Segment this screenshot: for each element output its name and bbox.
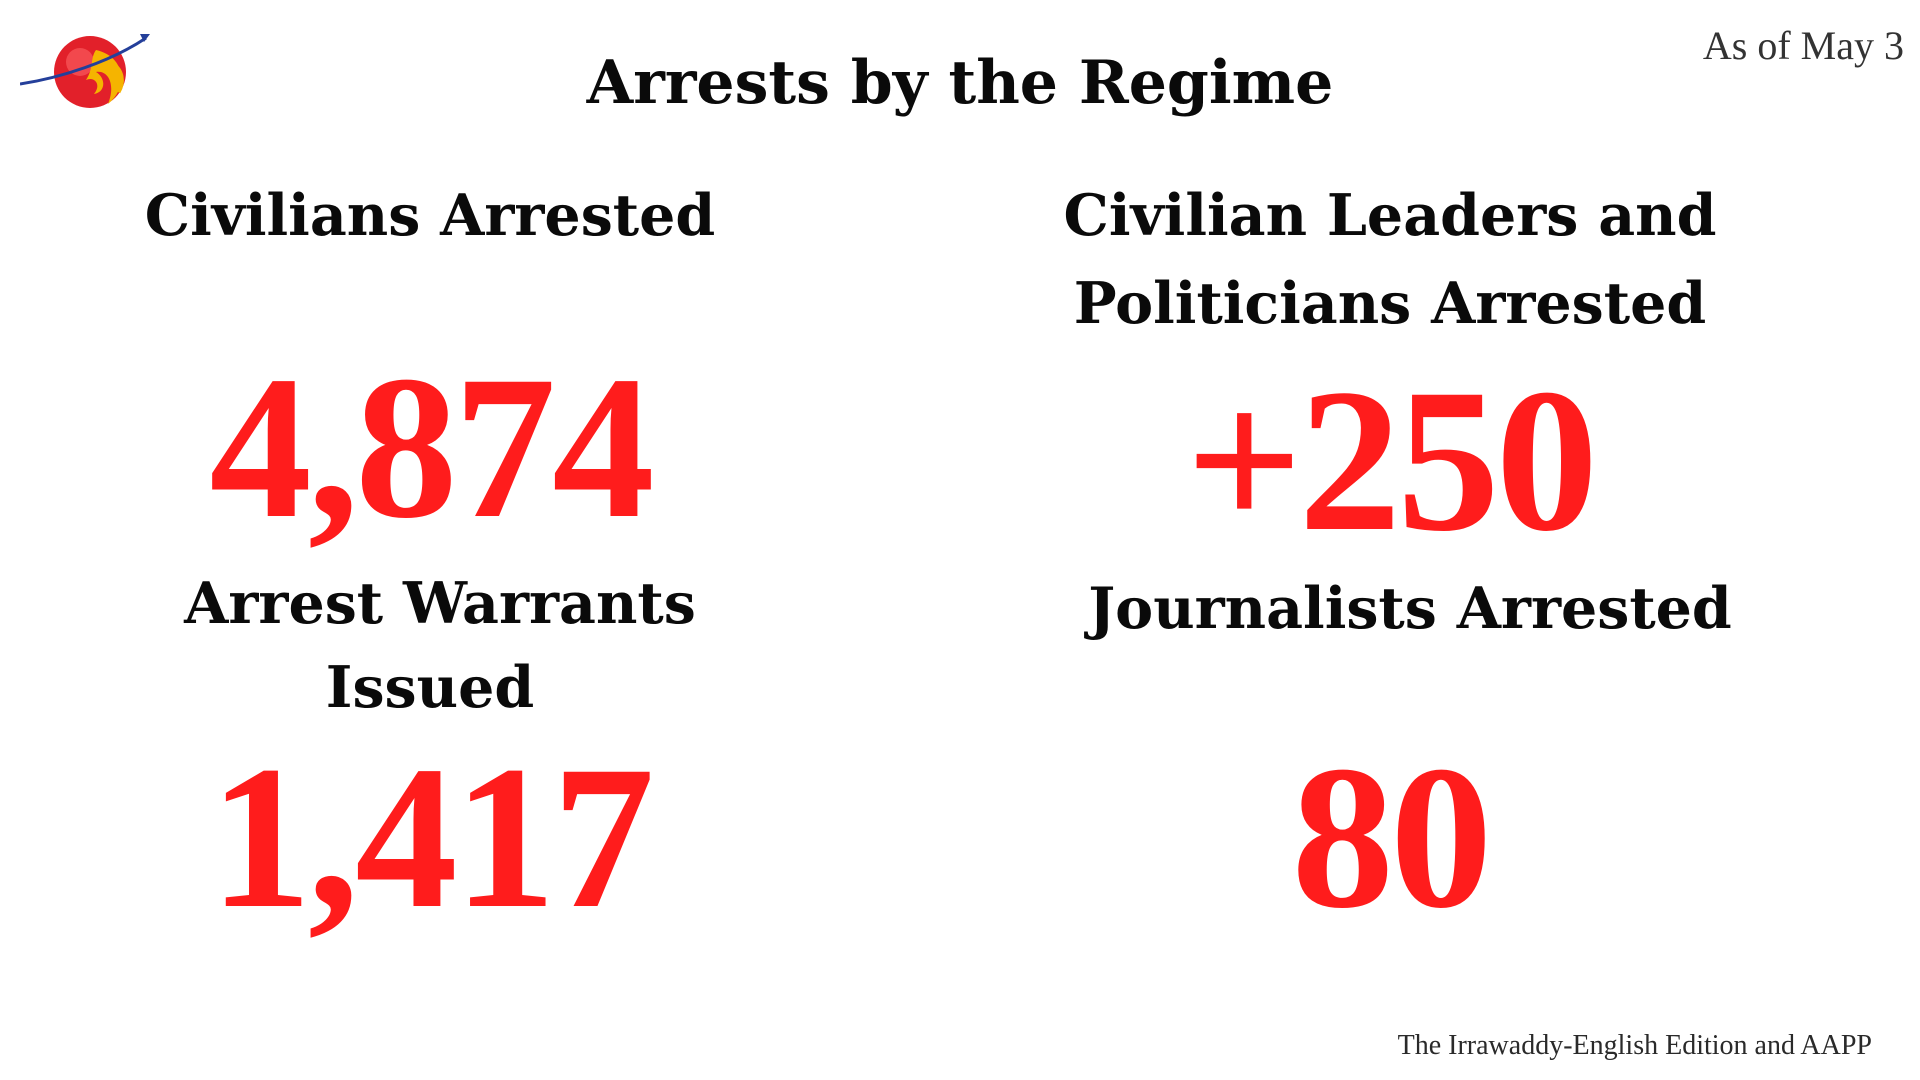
civilian-leaders-value: +250	[1185, 347, 1598, 574]
source-credit: The Irrawaddy-English Edition and AAPP	[1397, 1030, 1872, 1061]
civilians-arrested-value: 4,874	[209, 334, 654, 561]
page-title: Arrests by the Regime	[586, 48, 1334, 118]
civilian-leaders-label-line1: Civilian Leaders and	[1063, 182, 1717, 249]
irrawaddy-logo-icon	[20, 34, 150, 108]
arrest-warrants-label-line1: Arrest Warrants	[184, 570, 696, 637]
civilian-leaders-label-line2: Politicians Arrested	[1073, 270, 1707, 337]
arrest-warrants-label-line2: Issued	[325, 654, 535, 721]
journalists-arrested-label: Journalists Arrested	[1088, 575, 1732, 642]
arrest-warrants-value: 1,417	[209, 724, 654, 951]
civilians-arrested-label: Civilians Arrested	[144, 182, 716, 249]
journalists-arrested-value: 80	[1291, 724, 1493, 951]
as-of-date: As of May 3	[1702, 23, 1904, 68]
